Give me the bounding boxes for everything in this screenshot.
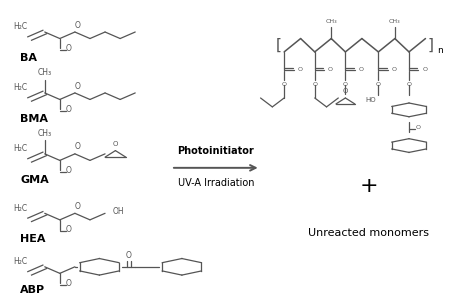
Text: O: O xyxy=(422,67,427,72)
Text: ]: ] xyxy=(428,38,434,53)
Text: Unreacted monomers: Unreacted monomers xyxy=(309,228,429,238)
Text: O: O xyxy=(126,251,132,260)
Text: O: O xyxy=(312,82,317,87)
Text: H₂C: H₂C xyxy=(13,22,27,32)
Text: +: + xyxy=(360,176,378,196)
Text: O: O xyxy=(358,67,364,72)
Text: O: O xyxy=(416,125,421,130)
Text: O: O xyxy=(65,105,72,114)
Text: HEA: HEA xyxy=(20,234,46,244)
Text: CH₃: CH₃ xyxy=(37,128,52,137)
Text: O: O xyxy=(74,142,80,152)
Text: CH₃: CH₃ xyxy=(37,68,52,76)
Text: n: n xyxy=(438,46,443,55)
Text: BA: BA xyxy=(20,53,37,63)
Text: O: O xyxy=(65,44,72,53)
Text: O: O xyxy=(74,82,80,91)
Text: O: O xyxy=(343,82,348,87)
Text: O: O xyxy=(407,82,411,87)
Text: O: O xyxy=(65,279,72,288)
Text: BMA: BMA xyxy=(20,114,48,124)
Text: O: O xyxy=(282,82,287,87)
Text: CH₃: CH₃ xyxy=(326,19,337,24)
Text: O: O xyxy=(376,82,381,87)
Text: ABP: ABP xyxy=(20,285,46,295)
Text: O: O xyxy=(328,67,333,72)
Text: O: O xyxy=(65,225,72,234)
Text: H₂C: H₂C xyxy=(13,257,27,266)
Text: O: O xyxy=(392,67,397,72)
Text: UV-A Irradiation: UV-A Irradiation xyxy=(178,178,254,188)
Text: Photoinitiator: Photoinitiator xyxy=(177,146,254,156)
Text: O: O xyxy=(343,88,348,94)
Text: O: O xyxy=(113,141,118,147)
Text: O: O xyxy=(74,21,80,30)
Text: [: [ xyxy=(276,38,282,53)
Text: O: O xyxy=(65,166,72,175)
Text: H₂C: H₂C xyxy=(13,83,27,92)
Text: O: O xyxy=(74,202,80,211)
Text: HO: HO xyxy=(365,97,376,103)
Text: H₂C: H₂C xyxy=(13,144,27,153)
Text: O: O xyxy=(297,67,302,72)
Text: H₂C: H₂C xyxy=(13,204,27,213)
Text: OH: OH xyxy=(112,207,124,216)
Text: GMA: GMA xyxy=(20,175,49,185)
Text: CH₃: CH₃ xyxy=(389,19,401,24)
